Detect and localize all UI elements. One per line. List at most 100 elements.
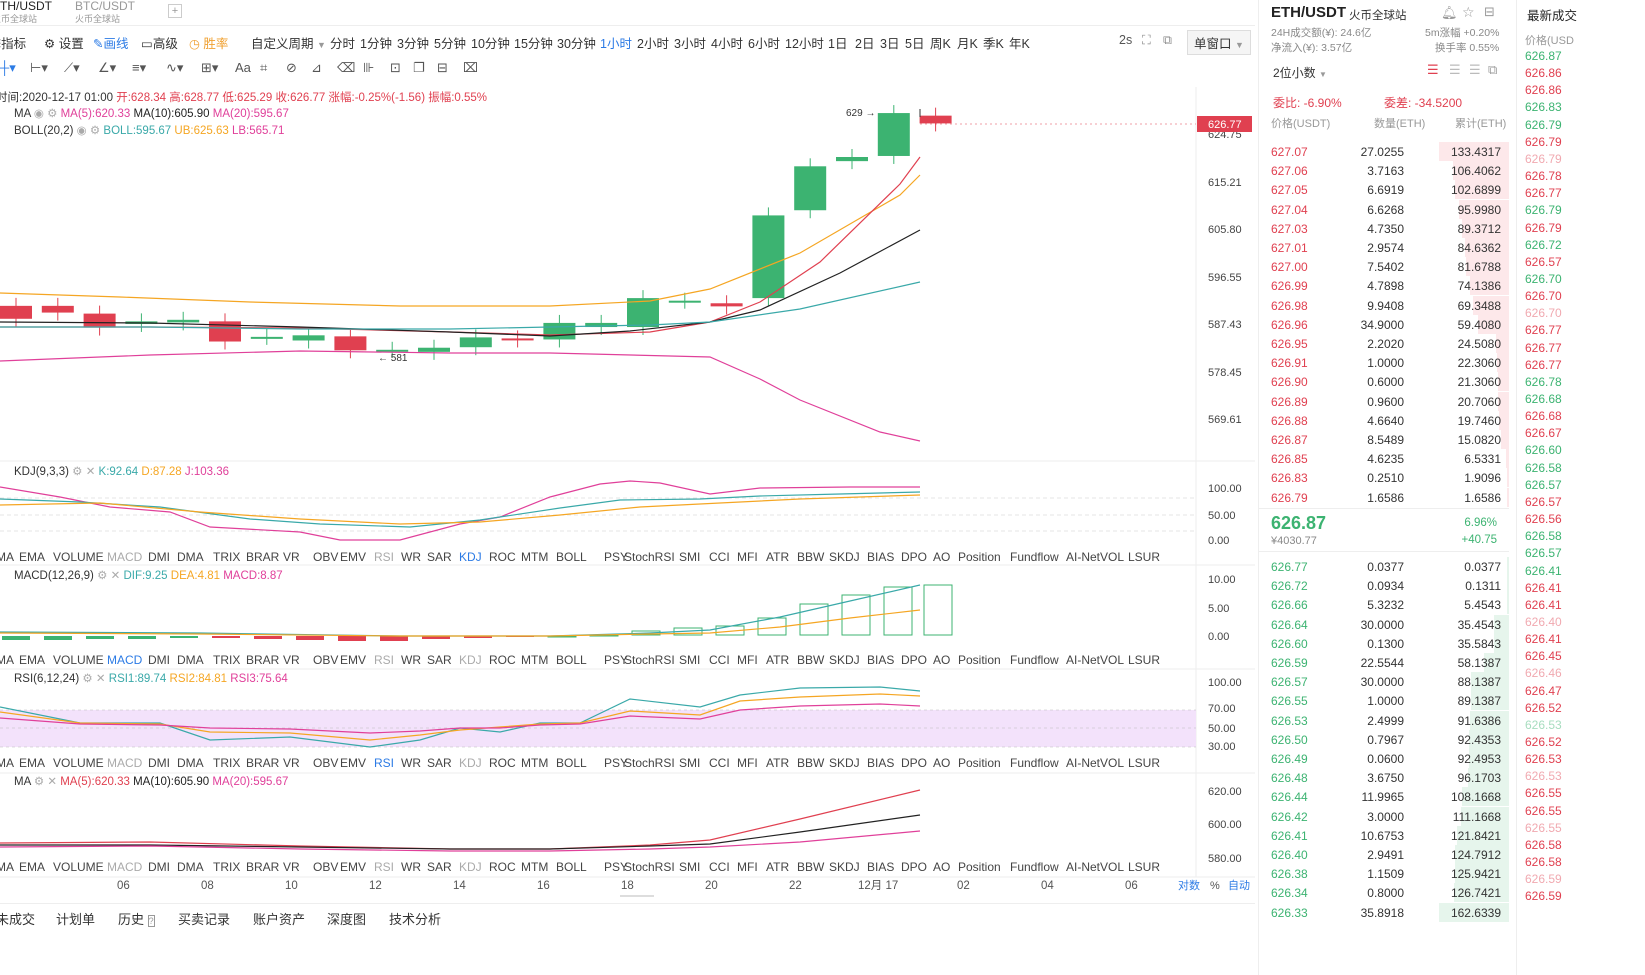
indicator-lsur[interactable]: LSUR bbox=[1128, 860, 1161, 874]
ask-row[interactable]: 627.07 27.0255 133.4317 bbox=[1259, 142, 1509, 161]
indicator-dpo[interactable]: DPO bbox=[901, 860, 928, 874]
indicator-kdj[interactable]: KDJ bbox=[459, 550, 482, 564]
period-15[interactable]: 3日 bbox=[880, 37, 900, 51]
indicator-dpo[interactable]: DPO bbox=[901, 550, 928, 564]
period-16[interactable]: 5日 bbox=[905, 37, 925, 51]
ask-row[interactable]: 626.90 0.6000 21.3060 bbox=[1259, 372, 1509, 392]
ask-row[interactable]: 626.88 4.6640 19.7460 bbox=[1259, 410, 1509, 430]
tab-eth-usdt[interactable]: ETH/USDT 火币全球站 bbox=[0, 0, 52, 26]
ask-row[interactable]: 626.96 34.9000 59.4080 bbox=[1259, 314, 1509, 334]
indicator-lsur[interactable]: LSUR bbox=[1128, 756, 1161, 770]
bid-row[interactable]: 626.53 2.4999 91.6386 bbox=[1259, 710, 1509, 730]
indicator-boll[interactable]: BOLL bbox=[556, 860, 587, 874]
indicator-atr[interactable]: ATR bbox=[766, 653, 790, 667]
view-asks-icon[interactable]: ☰ bbox=[1469, 62, 1481, 77]
indicator-obv[interactable]: OBV bbox=[313, 653, 339, 667]
indicator-roc[interactable]: ROC bbox=[489, 550, 516, 564]
close-icon[interactable]: ✕ bbox=[95, 673, 106, 685]
indicator-vr[interactable]: VR bbox=[283, 550, 300, 564]
indicator-ma[interactable]: MA bbox=[0, 860, 14, 874]
indicator-cci[interactable]: CCI bbox=[709, 653, 730, 667]
indicator-rsi[interactable]: RSI bbox=[374, 653, 395, 667]
bid-row[interactable]: 626.49 0.0600 92.4953 bbox=[1259, 749, 1509, 768]
indicator-cci[interactable]: CCI bbox=[709, 860, 730, 874]
indicator-fundflow[interactable]: Fundflow bbox=[1010, 860, 1059, 874]
period-9[interactable]: 3小时 bbox=[674, 37, 706, 51]
ask-row[interactable]: 626.87 8.5489 15.0820 bbox=[1259, 430, 1509, 449]
horizontal-line-icon[interactable]: ⊢▾ bbox=[30, 60, 48, 75]
indicator-stochrsi[interactable]: StochRSI bbox=[624, 860, 675, 874]
tab-depth-chart[interactable]: 深度图 bbox=[327, 912, 367, 927]
ask-row[interactable]: 627.00 7.5402 81.6788 bbox=[1259, 257, 1509, 277]
indicator-bbw[interactable]: BBW bbox=[797, 756, 825, 770]
indicator-trix[interactable]: TRIX bbox=[213, 550, 241, 564]
indicator-stochrsi[interactable]: StochRSI bbox=[624, 756, 675, 770]
indicator-skdj[interactable]: SKDJ bbox=[829, 756, 860, 770]
bid-row[interactable]: 626.50 0.7967 92.4353 bbox=[1259, 729, 1509, 749]
gear-icon[interactable]: ⚙ bbox=[47, 108, 58, 120]
indicator-position[interactable]: Position bbox=[958, 860, 1001, 874]
indicator-bias[interactable]: BIAS bbox=[867, 860, 895, 874]
wave-icon[interactable]: ∿▾ bbox=[166, 60, 184, 75]
lock-icon[interactable]: ⊡ bbox=[390, 60, 401, 75]
indicator-emv[interactable]: EMV bbox=[340, 653, 367, 667]
indicator-dmi[interactable]: DMI bbox=[148, 756, 170, 770]
ruler-icon[interactable]: ⊿ bbox=[311, 60, 322, 75]
ask-row[interactable]: 626.99 4.7898 74.1386 bbox=[1259, 276, 1509, 296]
indicator-smi[interactable]: SMI bbox=[679, 756, 701, 770]
indicator-ema[interactable]: EMA bbox=[19, 756, 46, 770]
bid-row[interactable]: 626.60 0.1300 35.5843 bbox=[1259, 633, 1509, 653]
indicator-dpo[interactable]: DPO bbox=[901, 653, 928, 667]
indicator-macd[interactable]: MACD bbox=[107, 860, 143, 874]
indicator-roc[interactable]: ROC bbox=[489, 756, 516, 770]
ask-row[interactable]: 627.01 2.9574 84.6362 bbox=[1259, 238, 1509, 257]
indicator-ma[interactable]: MA bbox=[0, 653, 14, 667]
gear-icon[interactable]: ⚙ bbox=[82, 673, 93, 685]
bid-row[interactable]: 626.42 3.0000 111.1668 bbox=[1259, 806, 1509, 826]
trash-icon[interactable]: ⌧ bbox=[463, 60, 478, 75]
indicator-psy[interactable]: PSY bbox=[604, 653, 629, 667]
period-8[interactable]: 2小时 bbox=[637, 37, 669, 51]
indicator-dma[interactable]: DMA bbox=[177, 860, 204, 874]
popout-icon[interactable]: ⧉ bbox=[1163, 33, 1172, 47]
indicator-dpo[interactable]: DPO bbox=[901, 756, 928, 770]
indicator-emv[interactable]: EMV bbox=[340, 756, 367, 770]
indicator-stochrsi[interactable]: StochRSI bbox=[624, 550, 675, 564]
indicator-mfi[interactable]: MFI bbox=[737, 653, 758, 667]
star-icon[interactable]: ☆ bbox=[1462, 4, 1475, 20]
indicator-fundflow[interactable]: Fundflow bbox=[1010, 653, 1059, 667]
tab-btc-usdt[interactable]: BTC/USDT 火币全球站 bbox=[75, 0, 135, 26]
indicator-roc[interactable]: ROC bbox=[489, 653, 516, 667]
indicator-sar[interactable]: SAR bbox=[427, 756, 452, 770]
period-17[interactable]: 周K bbox=[930, 37, 951, 51]
indicator-rsi[interactable]: RSI bbox=[374, 860, 395, 874]
indicator-ao[interactable]: AO bbox=[933, 756, 951, 770]
period-5[interactable]: 15分钟 bbox=[514, 37, 553, 51]
indicator-emv[interactable]: EMV bbox=[340, 860, 367, 874]
indicator-macd[interactable]: MACD bbox=[107, 550, 143, 564]
ask-row[interactable]: 626.95 2.2020 24.5080 bbox=[1259, 334, 1509, 353]
close-icon[interactable]: ✕ bbox=[110, 570, 121, 582]
indicator-lsur[interactable]: LSUR bbox=[1128, 550, 1161, 564]
period-13[interactable]: 1日 bbox=[828, 37, 848, 51]
period-7[interactable]: 1小时 bbox=[600, 37, 632, 51]
indicator-smi[interactable]: SMI bbox=[679, 860, 701, 874]
indicator-cci[interactable]: CCI bbox=[709, 550, 730, 564]
tab-open-orders[interactable]: 未成交 bbox=[0, 912, 36, 927]
indicator-bias[interactable]: BIAS bbox=[867, 550, 895, 564]
period-0[interactable]: 分时 bbox=[330, 37, 356, 51]
indicator-ai-netvol[interactable]: AI-NetVOL bbox=[1066, 653, 1125, 667]
bid-row[interactable]: 626.41 10.6753 121.8421 bbox=[1259, 825, 1509, 845]
bid-row[interactable]: 626.33 35.8918 162.6339 bbox=[1259, 902, 1509, 922]
indicator-volume[interactable]: VOLUME bbox=[53, 550, 104, 564]
indicator-position[interactable]: Position bbox=[958, 550, 1001, 564]
kline-svg[interactable]: 624.75615.21605.80596.55587.43578.45569.… bbox=[0, 87, 1255, 897]
popout-icon[interactable]: ⧉ bbox=[1488, 62, 1498, 77]
indicator-wr[interactable]: WR bbox=[401, 756, 421, 770]
indicator-trix[interactable]: TRIX bbox=[213, 653, 241, 667]
magnet-icon[interactable]: ⊘ bbox=[286, 60, 297, 75]
indicator-ao[interactable]: AO bbox=[933, 860, 951, 874]
bid-row[interactable]: 626.48 3.6750 96.1703 bbox=[1259, 768, 1509, 788]
fullscreen-icon[interactable]: ⛶ bbox=[1142, 33, 1151, 47]
copy-icon[interactable]: ❐ bbox=[413, 60, 425, 75]
